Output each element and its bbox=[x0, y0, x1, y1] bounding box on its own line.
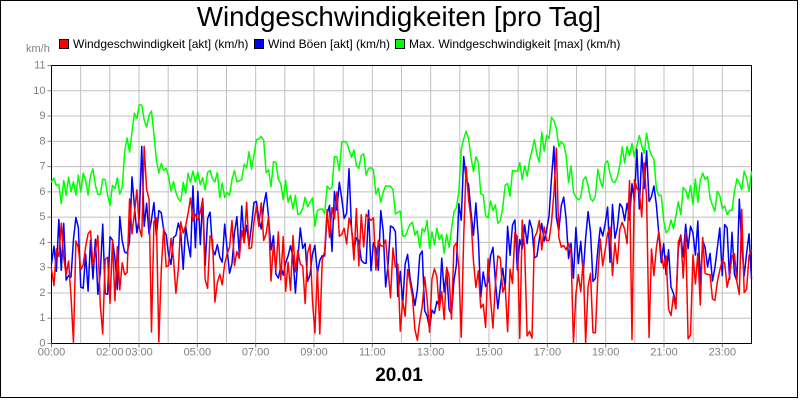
svg-text:05:00: 05:00 bbox=[184, 347, 212, 359]
svg-text:9: 9 bbox=[39, 110, 45, 122]
svg-text:23:00: 23:00 bbox=[709, 347, 737, 359]
svg-text:19:00: 19:00 bbox=[592, 347, 620, 359]
svg-text:8: 8 bbox=[39, 135, 45, 147]
svg-text:02:00: 02:00 bbox=[96, 347, 124, 359]
svg-text:13:00: 13:00 bbox=[417, 347, 445, 359]
svg-text:21:00: 21:00 bbox=[650, 347, 678, 359]
svg-text:3: 3 bbox=[39, 262, 45, 274]
svg-text:7: 7 bbox=[39, 161, 45, 173]
svg-text:00:00: 00:00 bbox=[38, 347, 66, 359]
svg-text:07:00: 07:00 bbox=[242, 347, 270, 359]
svg-text:1: 1 bbox=[39, 312, 45, 324]
svg-text:10: 10 bbox=[33, 85, 45, 97]
svg-text:4: 4 bbox=[39, 236, 45, 248]
svg-text:15:00: 15:00 bbox=[475, 347, 503, 359]
svg-text:6: 6 bbox=[39, 186, 45, 198]
svg-text:03:00: 03:00 bbox=[125, 347, 153, 359]
svg-text:2: 2 bbox=[39, 287, 45, 299]
svg-text:09:00: 09:00 bbox=[300, 347, 328, 359]
svg-text:11: 11 bbox=[34, 60, 45, 72]
svg-text:11:00: 11:00 bbox=[359, 347, 386, 359]
svg-text:17:00: 17:00 bbox=[534, 347, 562, 359]
svg-text:5: 5 bbox=[39, 211, 45, 223]
